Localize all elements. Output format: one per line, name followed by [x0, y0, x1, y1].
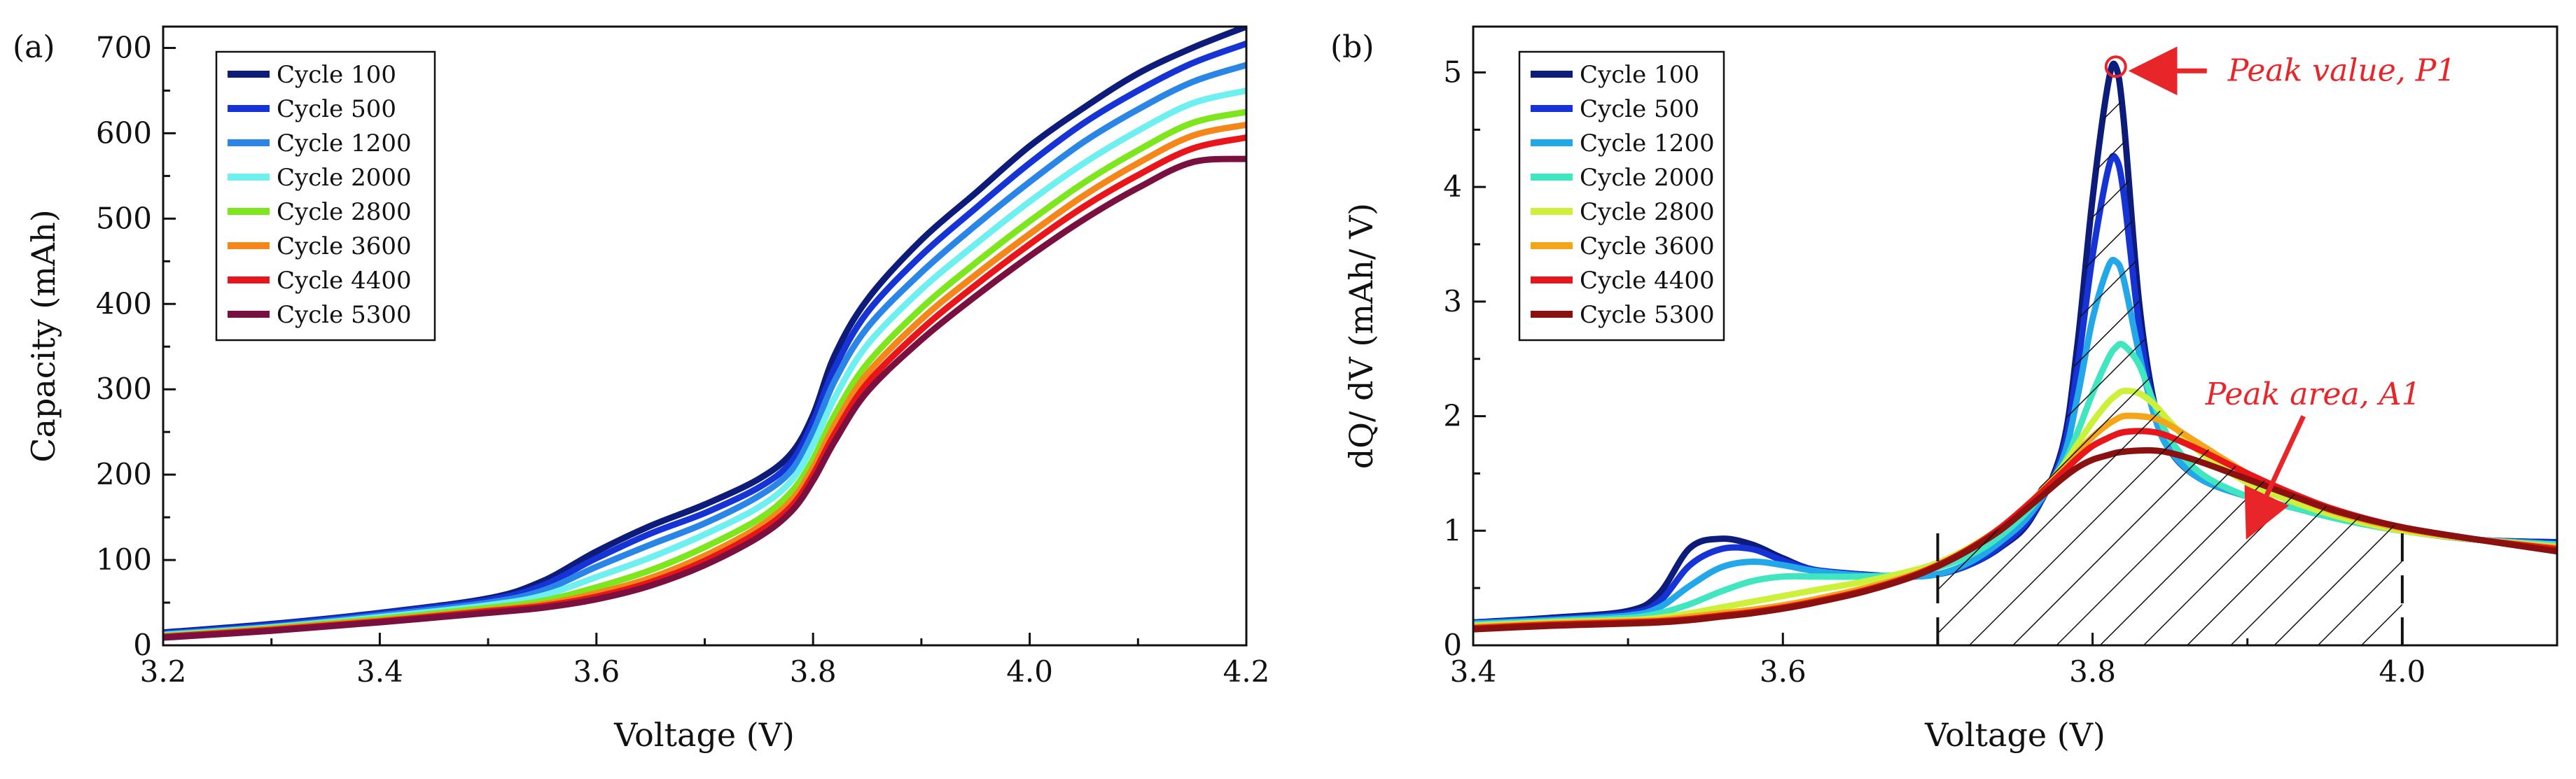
chart-b-y-tick-label: 4 [1443, 169, 1462, 204]
chart-b-legend: Cycle 100 Cycle 500 Cycle 1200 Cycle 2000 Cy… [1518, 50, 1725, 342]
chart-a-legend: Cycle 100 Cycle 500 Cycle 1200 Cycle 2000 Cy… [215, 50, 436, 342]
panel-b-label: (b) [1330, 29, 1374, 65]
chart-a-y-tick-label: 200 [96, 457, 152, 491]
chart-a: (a) 3.2 3.4 3.6 3.8 4.0 4.2 0 100 200 300 400 500 6… [13, 25, 1270, 754]
chart-a-y-axis: 0 100 200 300 400 500 600 700 [96, 30, 176, 662]
chart-a-legend-label: Cycle 2000 [277, 164, 412, 192]
chart-b-legend-label: Cycle 2800 [1580, 198, 1715, 226]
chart-b-y-tick-label: 5 [1443, 55, 1462, 89]
chart-a-legend-label: Cycle 1200 [277, 129, 412, 157]
chart-b-y-tick-label: 3 [1443, 284, 1462, 318]
chart-a-y-tick-label: 500 [96, 201, 152, 235]
chart-b-x-tick-label: 3.4 [1450, 654, 1497, 689]
chart-a-x-tick-label: 3.8 [790, 654, 837, 689]
peak-area-hatch-fill [1937, 66, 2402, 646]
chart-b-y-tick-label: 0 [1443, 628, 1462, 662]
peak-value-label: Peak value, P1 [2227, 52, 2456, 88]
chart-b-legend-label: Cycle 500 [1580, 95, 1699, 123]
peak-area-bounds [1936, 66, 2404, 646]
chart-a-x-tick-label: 3.4 [356, 654, 403, 689]
chart-b-legend-label: Cycle 1200 [1580, 129, 1715, 157]
chart-a-x-tick-label: 4.0 [1006, 654, 1053, 689]
chart-b-y-axis-title: dQ/ dV (mAh/ V) [1342, 203, 1380, 469]
chart-b-x-tick-label: 3.6 [1760, 654, 1806, 689]
chart-a-x-tick-label: 3.2 [140, 654, 187, 689]
peak-value-marker [2104, 55, 2127, 78]
chart-b: (b) 3.4 3.6 3.8 4.0 0 1 2 3 4 5 Voltage (V) dQ/ … [1330, 25, 2558, 754]
chart-a-y-tick-label: 400 [96, 286, 152, 321]
chart-a-y-tick-label: 100 [96, 542, 152, 577]
chart-a-y-tick-label: 600 [96, 115, 152, 150]
chart-a-legend-label: Cycle 2800 [277, 198, 412, 226]
chart-a-legend-label: Cycle 100 [277, 61, 396, 89]
chart-a-series-8-line [163, 155, 1246, 641]
chart-a-legend-label: Cycle 5300 [277, 301, 412, 329]
chart-a-x-tick-label: 4.2 [1223, 654, 1270, 689]
panel-a-label: (a) [13, 29, 55, 65]
chart-a-y-tick-label: 0 [133, 628, 152, 662]
chart-a-legend-label: Cycle 3600 [277, 232, 412, 260]
chart-b-legend-label: Cycle 5300 [1580, 301, 1715, 329]
chart-b-legend-label: Cycle 3600 [1580, 232, 1715, 260]
chart-b-legend-label: Cycle 4400 [1580, 267, 1715, 295]
peak-area-label: Peak area, A1 [2205, 377, 2421, 412]
peak-area-arrow [2244, 415, 2306, 540]
chart-b-y-tick-label: 2 [1443, 399, 1462, 433]
chart-a-y-tick-label: 700 [96, 30, 152, 64]
chart-b-legend-box [1518, 50, 1725, 342]
chart-a-x-axis-title: Voltage (V) [613, 716, 795, 754]
chart-b-frame [1472, 25, 2558, 647]
chart-a-y-axis-title: Capacity (mAh) [25, 209, 62, 462]
chart-a-x-axis: 3.2 3.4 3.6 3.8 4.0 4.2 [140, 633, 1270, 689]
chart-b-x-axis: 3.4 3.6 3.8 4.0 [1450, 633, 2558, 689]
chart-b-y-tick-label: 1 [1443, 513, 1462, 547]
chart-b-x-axis-title: Voltage (V) [1924, 716, 2105, 754]
chart-a-y-tick-label: 300 [96, 372, 152, 406]
chart-a-curves [163, 27, 1246, 641]
chart-a-x-tick-label: 3.6 [573, 654, 620, 689]
chart-a-legend-box [215, 50, 436, 342]
chart-b-x-tick-label: 3.8 [2069, 654, 2116, 689]
chart-b-legend-label: Cycle 2000 [1580, 164, 1715, 192]
chart-b-annotations: Peak value, P1 Peak area, A1 [2104, 46, 2456, 540]
chart-b-legend-label: Cycle 100 [1580, 61, 1699, 89]
chart-a-legend-label: Cycle 4400 [277, 267, 412, 295]
chart-a-legend-label: Cycle 500 [277, 95, 396, 123]
chart-b-x-tick-label: 4.0 [2379, 654, 2425, 689]
chart-b-y-axis: 0 1 2 3 4 5 [1443, 55, 1486, 662]
